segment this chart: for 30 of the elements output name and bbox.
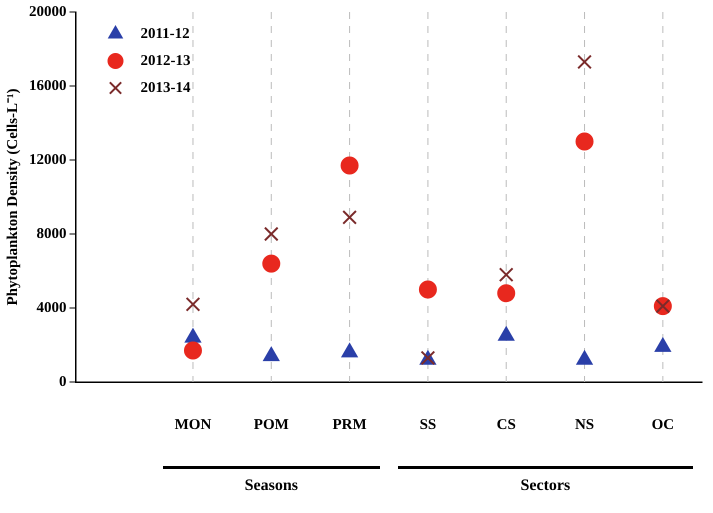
point (498, 267, 514, 282)
point (262, 254, 280, 273)
y-tick-label: 12000 (29, 152, 66, 168)
y-tick-label: 8000 (36, 226, 66, 242)
x-tick-label: SS (420, 416, 436, 433)
x-tick-label: OC (652, 416, 674, 433)
y-tick-label: 16000 (29, 78, 66, 94)
x-tick-label: PRM (332, 416, 367, 433)
text: Seasons (162, 466, 380, 495)
point (418, 280, 437, 298)
point (184, 342, 202, 360)
x-tick-label: NS (574, 416, 594, 433)
point (340, 156, 359, 175)
x-tick-label: MON (174, 416, 212, 433)
point (576, 132, 594, 150)
x-tick-label: CS (496, 416, 516, 433)
point (264, 226, 279, 242)
point (577, 54, 592, 70)
text: Sectors (398, 466, 693, 495)
point (186, 296, 200, 312)
y-tick-label: 4000 (36, 300, 66, 316)
legend-label: 2011-12 (140, 26, 190, 42)
x-tick-label: POM (254, 416, 289, 433)
legend-label: 2012-13 (140, 52, 190, 69)
y-axis-title: Phytoplankton Density (Cells-L⁻¹) (4, 88, 21, 306)
legend-label: 2013-14 (140, 80, 191, 96)
y-tick-label: 20000 (29, 4, 66, 20)
y-tick-label: 0 (59, 374, 66, 390)
point (342, 210, 357, 225)
point (497, 284, 516, 302)
